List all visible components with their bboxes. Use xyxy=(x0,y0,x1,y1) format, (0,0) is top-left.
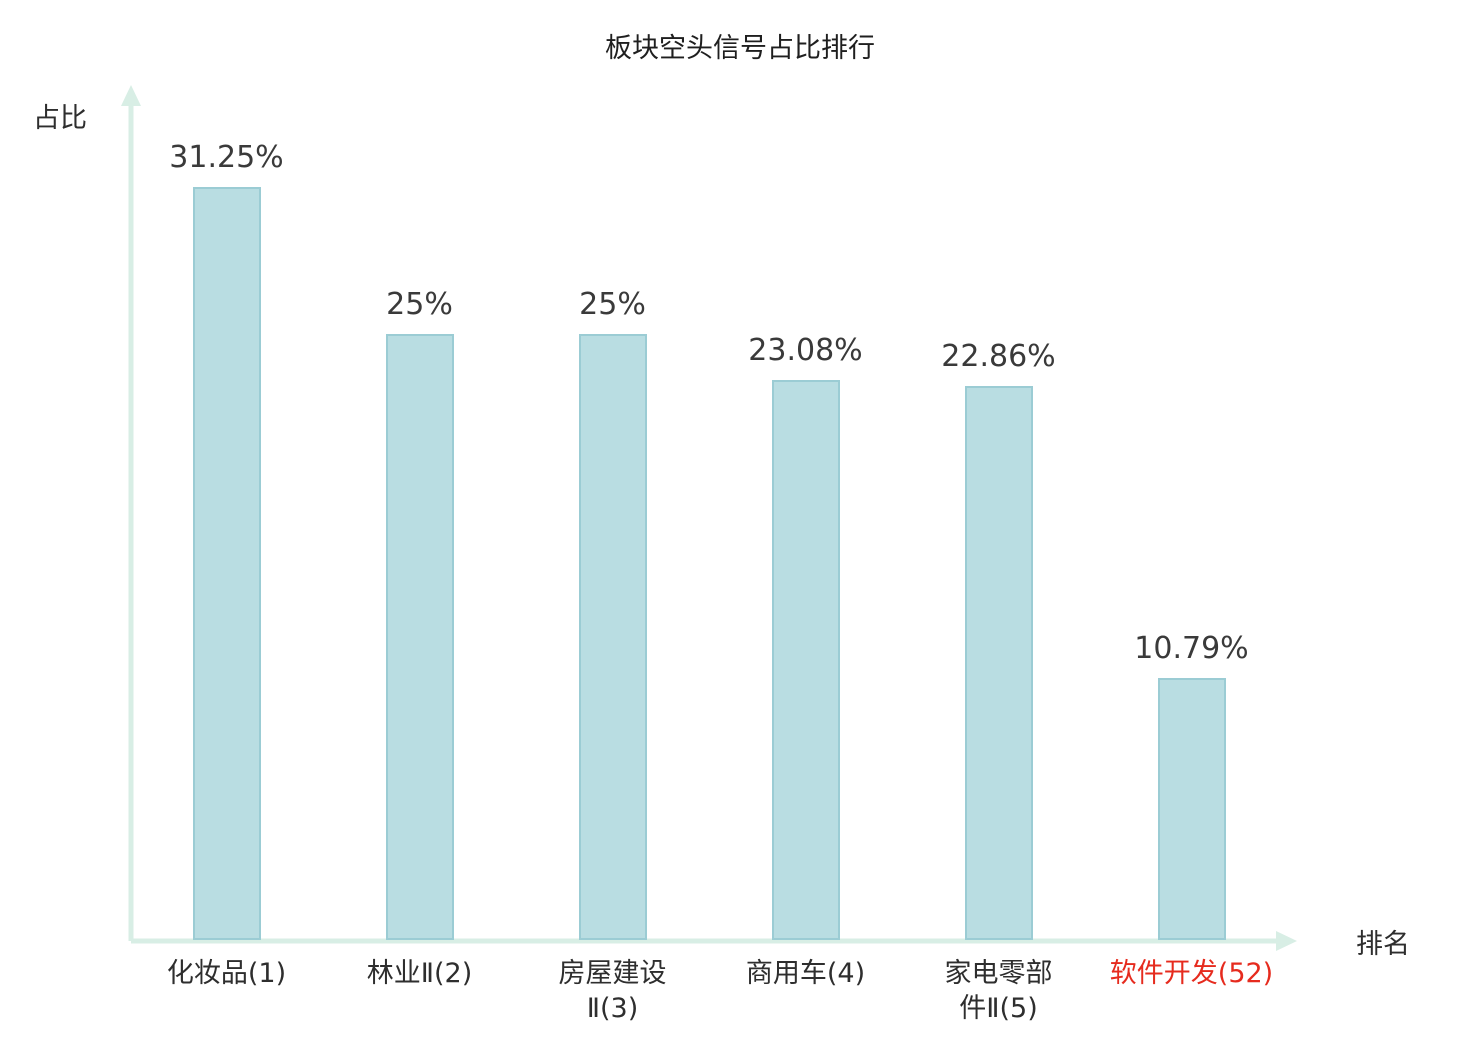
bar-value-label: 25% xyxy=(579,287,646,322)
bar-value-label: 22.86% xyxy=(941,339,1056,374)
x-axis-label: 排名 xyxy=(1356,929,1410,960)
bar-group: 25% 房屋建设 Ⅱ(3) xyxy=(516,140,709,1024)
bar-group: 22.86% 家电零部 件Ⅱ(5) xyxy=(902,140,1095,1024)
bar xyxy=(578,334,647,940)
bar-value-label: 25% xyxy=(386,287,453,322)
plot-area: 31.25% 化妆品(1) 25% 林业Ⅱ(2) 25% 房屋建设 Ⅱ(3) 23.08% 商用… xyxy=(130,140,1288,1024)
category-label: 家电零部 件Ⅱ(5) xyxy=(944,958,1053,1025)
bar-value-label: 31.25% xyxy=(169,140,284,175)
bar-group: 10.79% 软件开发(52) xyxy=(1095,140,1288,989)
bar xyxy=(192,187,261,940)
bar-group: 25% 林业Ⅱ(2) xyxy=(323,140,516,989)
bar xyxy=(771,380,840,940)
y-axis-arrow-icon xyxy=(121,85,141,106)
chart-title: 板块空头信号占比排行 xyxy=(605,33,875,64)
category-label: 化妆品(1) xyxy=(166,958,287,989)
bar xyxy=(1157,678,1226,940)
category-label: 房屋建设 Ⅱ(3) xyxy=(558,958,667,1025)
y-axis-label: 占比 xyxy=(33,103,87,134)
category-label: 软件开发(52) xyxy=(1109,958,1274,989)
bar xyxy=(385,334,454,940)
bar-group: 31.25% 化妆品(1) xyxy=(130,140,323,989)
bar xyxy=(964,386,1033,940)
bar-value-label: 23.08% xyxy=(748,333,863,368)
category-label: 商用车(4) xyxy=(745,958,866,989)
category-label: 林业Ⅱ(2) xyxy=(366,958,473,989)
bar-value-label: 10.79% xyxy=(1134,631,1249,666)
bar-group: 23.08% 商用车(4) xyxy=(709,140,902,989)
